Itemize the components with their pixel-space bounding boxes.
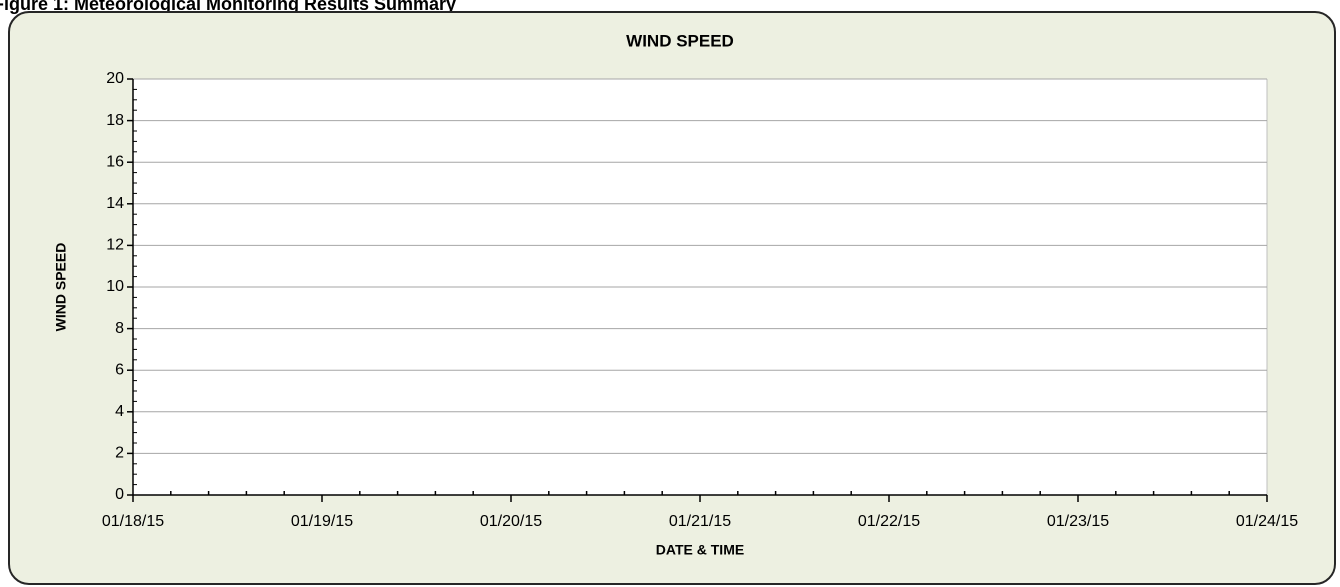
figure-title: Figure 1: Meteorological Monitoring Resu… — [0, 0, 456, 14]
y-tick-label: 0 — [115, 486, 124, 503]
x-tick-label: 01/22/15 — [858, 513, 920, 530]
y-tick-label: 20 — [106, 70, 124, 87]
x-tick-label: 01/19/15 — [291, 513, 353, 530]
y-tick-label: 8 — [115, 320, 124, 337]
y-tick-label: 18 — [106, 112, 124, 129]
y-tick-label: 12 — [106, 237, 124, 254]
x-tick-label: 01/24/15 — [1236, 513, 1298, 530]
y-tick-label: 2 — [115, 445, 124, 462]
x-axis-title: DATE & TIME — [656, 542, 744, 558]
x-tick-label: 01/23/15 — [1047, 513, 1109, 530]
y-tick-label: 16 — [106, 153, 124, 170]
x-tick-label: 01/21/15 — [669, 513, 731, 530]
y-tick-label: 10 — [106, 278, 124, 295]
y-tick-label: 4 — [115, 403, 124, 420]
y-tick-label: 14 — [106, 195, 124, 212]
x-tick-label: 01/20/15 — [480, 513, 542, 530]
x-tick-label: 01/18/15 — [102, 513, 164, 530]
y-axis-title: WIND SPEED — [53, 243, 69, 332]
y-tick-label: 6 — [115, 361, 124, 378]
chart-title: WIND SPEED — [626, 31, 734, 50]
